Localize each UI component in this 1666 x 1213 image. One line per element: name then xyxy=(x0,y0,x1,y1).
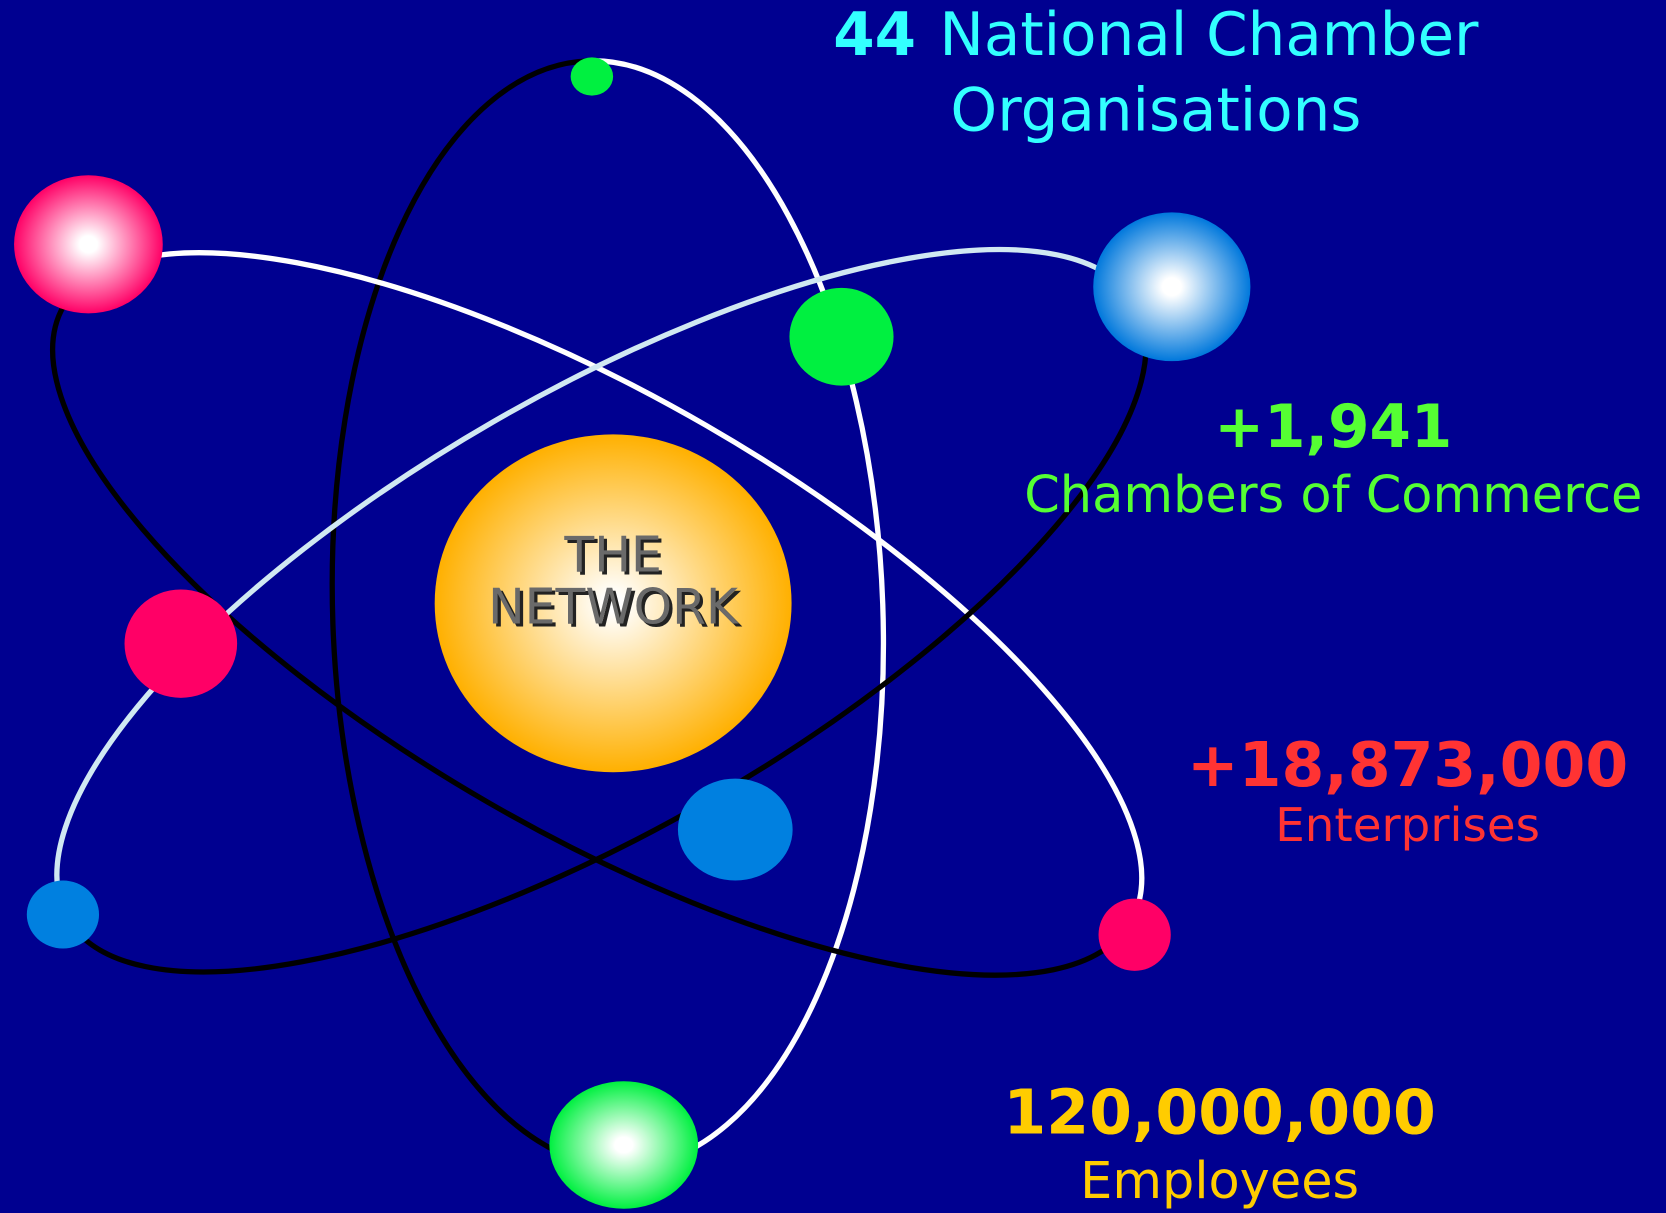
electron xyxy=(14,175,163,313)
infographic: THE NETWORK THE NETWORK 44National Chamb… xyxy=(0,0,1666,1213)
page: {"center": {"lines": ["THE", "NETWORK"]}… xyxy=(0,0,1666,1213)
electron xyxy=(1093,212,1250,361)
stat-number: +18,873,000 xyxy=(1187,729,1628,801)
electron xyxy=(678,779,793,881)
stat-label: Enterprises xyxy=(1275,799,1540,853)
nucleus-text: THE xyxy=(563,526,661,583)
stat-label: Employees xyxy=(1080,1152,1359,1211)
stat-label: National Chamber xyxy=(939,1,1479,70)
stat-number: +1,941 xyxy=(1214,393,1452,462)
stat-number: 44 xyxy=(833,1,916,70)
stat-label: Organisations xyxy=(950,77,1361,146)
electron xyxy=(1099,899,1171,971)
electron xyxy=(125,590,238,698)
background xyxy=(0,0,1665,1213)
stat-label: Chambers of Commerce xyxy=(1024,466,1642,525)
electron xyxy=(571,57,613,95)
electron xyxy=(789,288,893,386)
stat-number: 120,000,000 xyxy=(1003,1076,1436,1148)
electron xyxy=(27,881,99,949)
electron xyxy=(549,1081,698,1208)
nucleus-text: NETWORK xyxy=(488,578,740,635)
